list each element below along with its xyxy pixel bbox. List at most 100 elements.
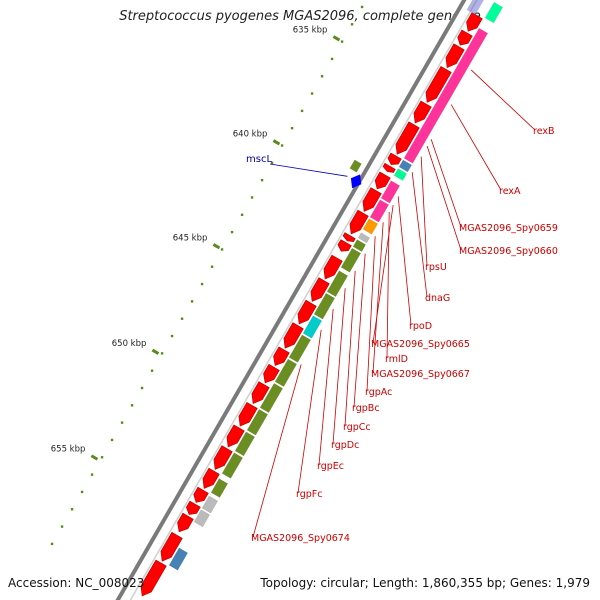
scale-dot <box>360 5 364 9</box>
cog-segment <box>221 452 244 479</box>
scale-dot <box>90 473 94 476</box>
scale-dot <box>350 23 354 26</box>
cog-segment <box>313 292 336 320</box>
label-leader <box>252 364 302 538</box>
gene-arrow <box>226 424 245 448</box>
scale-dot <box>300 109 304 113</box>
gene-arrow-faded <box>466 0 484 15</box>
accession-text: Accession: NC_008023 <box>8 576 145 590</box>
scale-dot <box>280 144 284 147</box>
label-leader <box>386 211 390 359</box>
cog-segment <box>302 315 323 339</box>
gene-arrow <box>425 65 452 103</box>
scale-dot <box>160 352 164 355</box>
gene-label: MGAS2096_Spy0659 <box>459 223 558 234</box>
label-leader <box>450 104 502 191</box>
cog-segment <box>326 270 349 297</box>
gene-label: rexB <box>533 126 555 137</box>
gene-arrow <box>374 171 391 190</box>
gene-arrow <box>310 277 330 302</box>
label-leader <box>332 288 346 445</box>
gene-arrow <box>177 512 194 533</box>
scale-dot <box>210 265 214 268</box>
gene-arrow <box>160 531 183 562</box>
cog-segment <box>288 334 312 363</box>
gene-arrow <box>193 486 209 503</box>
genome-summary: Topology: circular; Length: 1,860,355 bp… <box>260 576 590 590</box>
scale-dot <box>110 438 114 442</box>
label-leader <box>430 139 462 228</box>
gene-arrow <box>185 500 201 515</box>
gene-label: rgpFc <box>296 489 323 500</box>
cog-segment <box>357 232 371 244</box>
cog-segment <box>403 93 451 164</box>
scale-dot <box>200 282 204 286</box>
scale-dot <box>100 456 104 459</box>
scale-dot <box>340 40 344 43</box>
gene-arrow <box>337 239 352 252</box>
gene-label: rgpAc <box>365 387 392 398</box>
gene-label: MGAS2096_Spy0667 <box>371 369 470 380</box>
label-leader <box>353 253 366 408</box>
gene-arrow <box>413 100 432 124</box>
label-leader <box>344 270 356 427</box>
gene-arrow <box>349 209 369 235</box>
label-leader <box>420 156 428 267</box>
backbone <box>115 0 481 600</box>
gene-arrow <box>202 467 220 489</box>
cog-segment <box>234 431 256 457</box>
gene-arrow <box>445 43 465 69</box>
gene-arrow <box>395 121 420 155</box>
gene-label: MGAS2096_Spy0660 <box>459 246 558 257</box>
scale-dot <box>120 421 124 424</box>
gene-arrow-reverse <box>350 174 362 189</box>
gene-track <box>140 0 484 597</box>
gene-arrow <box>283 322 304 349</box>
label-leader <box>470 69 536 131</box>
gene-label: MGAS2096_Spy0665 <box>371 339 470 350</box>
scale-dots <box>50 5 364 546</box>
cog-segment <box>380 180 401 204</box>
scale-tick <box>212 243 221 250</box>
scale-tick <box>151 348 160 355</box>
gene-label: rpoD <box>409 321 432 332</box>
scale-dot <box>50 542 54 546</box>
label-leader <box>411 172 428 298</box>
special-gene-label: mscL <box>246 154 272 165</box>
label-leader <box>372 222 384 374</box>
cog-segment <box>201 495 219 514</box>
gene-label: rgpDc <box>331 440 359 451</box>
scale-dot <box>190 300 194 303</box>
gene-label: rgpBc <box>352 403 380 414</box>
gene-arrow <box>466 12 483 32</box>
gene-label: MGAS2096_Spy0674 <box>251 533 350 544</box>
gene-arrow <box>263 363 280 384</box>
label-leader <box>297 329 322 494</box>
scale-tick <box>272 139 281 146</box>
special-label-leader <box>269 163 348 177</box>
scale-label: 645 kbp <box>173 233 208 243</box>
gene-arrow <box>273 346 290 366</box>
cog-segment <box>352 239 367 252</box>
cog-segment <box>168 547 189 571</box>
scale-dot <box>290 127 294 130</box>
scale-label: 640 kbp <box>233 130 268 140</box>
scale-dot <box>270 161 274 165</box>
cog-track <box>168 1 504 571</box>
gene-arrow <box>387 152 402 165</box>
gene-label: rmlD <box>385 354 408 365</box>
scale-dot <box>260 178 264 182</box>
gene-arrow <box>251 381 270 405</box>
cog-segment <box>210 478 229 498</box>
genome-title: Streptococcus pyogenes MGAS2096, complet… <box>119 9 481 24</box>
gene-arrow <box>323 254 343 280</box>
scale-dot <box>240 213 244 216</box>
label-leader <box>397 196 412 326</box>
cog-segment <box>393 171 406 181</box>
cog-segment <box>362 218 379 235</box>
gene-arrow <box>297 299 317 325</box>
scale-tick <box>90 454 99 461</box>
gene-arrow <box>140 559 167 597</box>
scale-dot <box>140 386 144 390</box>
